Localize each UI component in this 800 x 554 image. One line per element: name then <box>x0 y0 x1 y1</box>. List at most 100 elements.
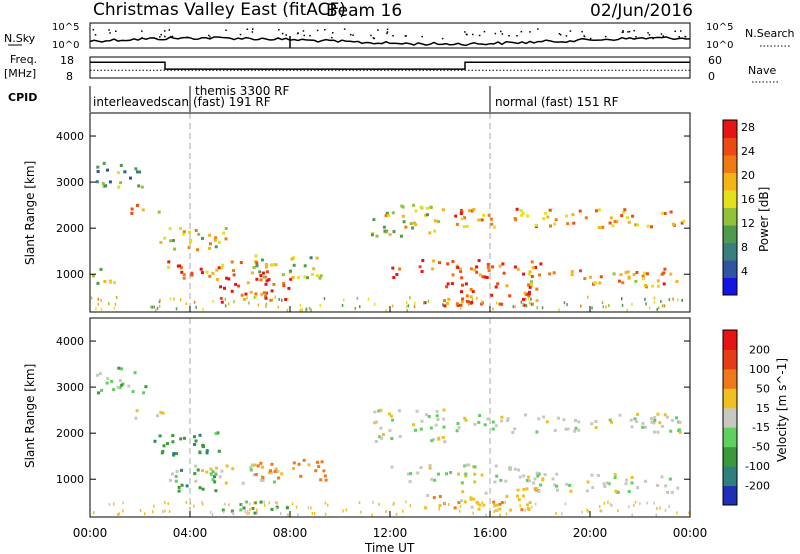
data-cell <box>627 490 631 493</box>
data-cell <box>120 367 124 371</box>
data-cell <box>205 270 209 274</box>
data-cell <box>190 273 194 277</box>
data-cell <box>600 509 603 513</box>
data-cell <box>401 214 405 218</box>
data-cell <box>264 296 268 300</box>
data-cell <box>239 261 243 265</box>
noise-search-point <box>628 30 631 33</box>
y-tick-label: 2000 <box>56 427 84 440</box>
data-cell <box>401 205 405 209</box>
data-cell <box>265 265 268 269</box>
data-cell <box>473 465 477 469</box>
data-cell <box>254 254 258 258</box>
data-cell <box>616 490 620 494</box>
data-cell <box>164 501 166 504</box>
data-cell <box>115 296 118 299</box>
data-cell <box>252 473 256 477</box>
data-cell <box>646 224 650 228</box>
data-cell <box>514 218 518 222</box>
data-cell <box>265 302 268 306</box>
data-cell <box>522 494 525 498</box>
data-cell <box>194 439 198 443</box>
data-cell <box>534 266 537 269</box>
data-cell <box>624 270 628 274</box>
beam-label: Beam 16 <box>326 1 402 21</box>
data-cell <box>379 426 383 430</box>
data-cell <box>520 300 523 304</box>
colorbar-tick-label: 16 <box>741 193 755 206</box>
data-cell <box>505 284 509 288</box>
data-cell <box>538 273 541 277</box>
data-cell <box>219 296 223 300</box>
data-cell <box>472 511 474 515</box>
noise-search-point <box>581 30 583 33</box>
data-cell <box>433 478 437 482</box>
data-cell <box>130 207 134 211</box>
data-cell <box>310 506 312 510</box>
data-cell <box>305 276 309 280</box>
data-cell <box>669 210 673 214</box>
data-cell <box>461 283 464 287</box>
data-cell <box>387 214 391 218</box>
data-cell <box>413 305 416 309</box>
noise-search-point <box>633 29 635 32</box>
data-cell <box>195 305 197 309</box>
data-cell <box>545 420 549 424</box>
noise-search-point <box>500 30 502 33</box>
data-cell <box>577 428 581 432</box>
data-cell <box>157 210 161 214</box>
data-cell <box>208 246 211 250</box>
data-cell <box>159 411 163 414</box>
colorbar-tick-label: -200 <box>745 480 770 493</box>
data-cell <box>265 305 267 309</box>
data-cell <box>651 284 655 288</box>
data-cell <box>562 418 566 422</box>
data-cell <box>193 504 195 508</box>
noise-search-point <box>281 32 284 35</box>
data-cell <box>320 460 324 464</box>
data-cell <box>477 218 481 222</box>
data-cell <box>586 480 590 484</box>
data-cell <box>461 490 465 494</box>
data-cell <box>319 274 323 278</box>
data-cell <box>500 419 504 423</box>
data-cell <box>644 297 646 301</box>
data-cell <box>134 167 138 171</box>
data-cell <box>581 510 583 514</box>
data-cell <box>434 423 438 427</box>
data-cell <box>246 510 249 513</box>
nave-tick-high: 60 <box>708 54 722 67</box>
data-cell <box>118 512 120 516</box>
data-cell <box>505 512 508 516</box>
data-cell <box>465 299 469 303</box>
data-cell <box>231 467 235 471</box>
data-cell <box>499 478 503 482</box>
data-cell <box>395 273 399 276</box>
noise-search-point <box>373 37 376 40</box>
data-cell <box>268 501 270 505</box>
data-cell <box>534 223 538 227</box>
data-cell <box>123 170 127 174</box>
data-cell <box>232 269 235 273</box>
noise-search-point <box>464 31 466 33</box>
data-cell <box>650 225 653 229</box>
data-cell <box>603 485 607 488</box>
data-cell <box>525 479 529 482</box>
power-colorbar-label: Power [dB] <box>757 187 771 252</box>
data-cell <box>623 208 627 212</box>
data-cell <box>491 427 495 431</box>
noise-search-point <box>386 32 388 35</box>
data-cell <box>489 217 493 221</box>
noise-search-point <box>251 31 254 33</box>
x-axis-label: Time UT <box>364 541 415 554</box>
data-cell <box>287 286 291 290</box>
data-cell <box>99 372 102 376</box>
data-cell <box>436 418 440 421</box>
data-cell <box>136 170 139 174</box>
data-cell <box>475 270 479 274</box>
data-cell <box>670 490 674 494</box>
data-cell <box>570 273 574 277</box>
data-cell <box>564 502 567 506</box>
data-cell <box>504 479 508 483</box>
velocity-axis-ticks: 1000 2000 3000 4000 <box>56 335 690 486</box>
